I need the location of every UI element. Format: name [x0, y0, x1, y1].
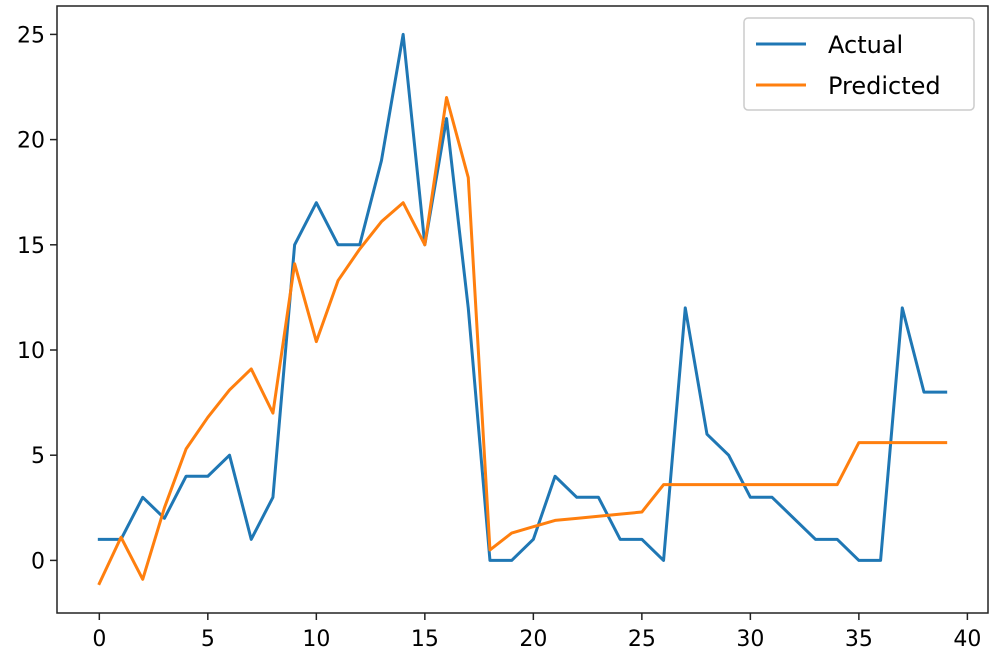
x-tick-label: 15: [411, 627, 439, 652]
x-axis-ticks: 0 5 10 15 20 25 30 35 40: [92, 613, 981, 652]
series-line-predicted: [97, 96, 948, 586]
legend-box: [743, 17, 975, 111]
x-tick-label: 10: [302, 627, 330, 652]
legend-label-actual: Actual: [828, 31, 903, 59]
x-tick-label: 25: [628, 627, 656, 652]
series-line-actual: [97, 32, 948, 562]
x-tick-label: 5: [201, 627, 215, 652]
y-tick-label: 5: [31, 444, 45, 469]
x-tick-label: 20: [519, 627, 547, 652]
y-axis-ticks: 0 5 10 15 20 25: [17, 23, 57, 574]
x-tick-label: 0: [92, 627, 106, 652]
x-tick-label: 30: [736, 627, 764, 652]
y-tick-label: 25: [17, 23, 45, 48]
y-tick-label: 0: [31, 549, 45, 574]
plot-frame: [56, 5, 989, 614]
y-tick-label: 15: [17, 234, 45, 259]
y-tick-label: 10: [17, 339, 45, 364]
x-tick-label: 40: [953, 627, 981, 652]
legend: Actual Predicted: [743, 17, 975, 111]
series-layer: [97, 32, 948, 586]
x-tick-label: 35: [845, 627, 873, 652]
y-tick-label: 20: [17, 129, 45, 154]
legend-label-predicted: Predicted: [828, 72, 941, 100]
